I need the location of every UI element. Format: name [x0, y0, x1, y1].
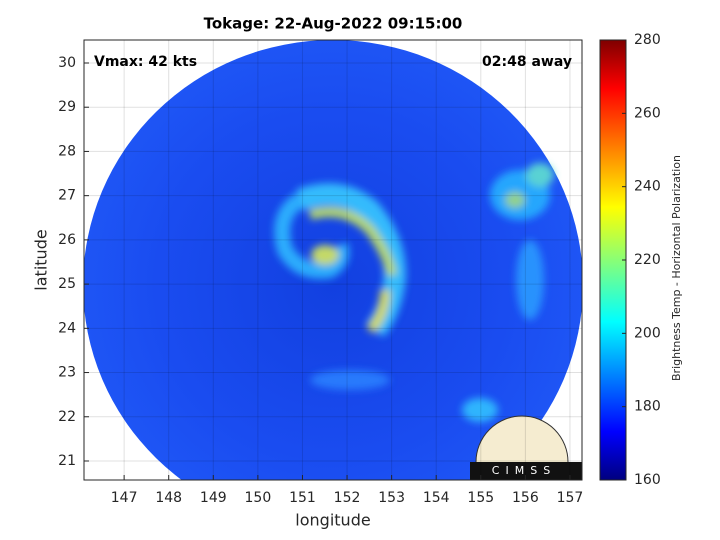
x-tick-label: 148 [155, 490, 182, 506]
x-tick-label: 151 [289, 490, 316, 506]
annotation: 02:48 away [482, 54, 572, 70]
y-tick-label: 25 [58, 276, 76, 292]
colorbar-tick-label: 200 [634, 325, 661, 341]
y-tick-label: 28 [58, 143, 76, 159]
colorbar-tick-label: 280 [634, 32, 661, 48]
y-tick-label: 23 [58, 365, 76, 381]
y-axis-label: latitude [32, 229, 51, 290]
satellite-image [84, 40, 582, 480]
x-tick-label: 154 [423, 490, 450, 506]
chart-title: Tokage: 22-Aug-2022 09:15:00 [204, 15, 463, 33]
x-tick-label: 153 [378, 490, 405, 506]
colorbar-tick-label: 160 [634, 472, 661, 488]
colorbar-tick-label: 180 [634, 399, 661, 415]
y-tick-label: 29 [58, 99, 76, 115]
y-tick-label: 27 [58, 188, 76, 204]
y-tick-label: 22 [58, 409, 76, 425]
x-axis-label: longitude [295, 511, 370, 530]
y-tick-label: 24 [58, 320, 76, 336]
x-tick-label: 155 [467, 490, 494, 506]
y-tick-label: 21 [58, 453, 76, 469]
logo: CIMSS [470, 415, 582, 480]
y-tick-label: 26 [58, 232, 76, 248]
colorbar [599, 39, 627, 481]
plot-frame [83, 39, 583, 481]
annotation: Vmax: 42 kts [94, 54, 197, 70]
x-tick-label: 149 [200, 490, 227, 506]
x-tick-label: 147 [111, 490, 138, 506]
logo-text: CIMSS [492, 464, 556, 477]
y-tick-label: 30 [58, 55, 76, 71]
colorbar-tick-label: 240 [634, 179, 661, 195]
x-tick-label: 157 [557, 490, 584, 506]
colorbar-label: Brightness Temp - Horizontal Polarizatio… [670, 155, 683, 381]
colorbar-tick-label: 260 [634, 105, 661, 121]
colorbar-tick-label: 220 [634, 252, 661, 268]
x-tick-label: 152 [334, 490, 361, 506]
x-tick-label: 150 [245, 490, 272, 506]
x-tick-label: 156 [512, 490, 539, 506]
